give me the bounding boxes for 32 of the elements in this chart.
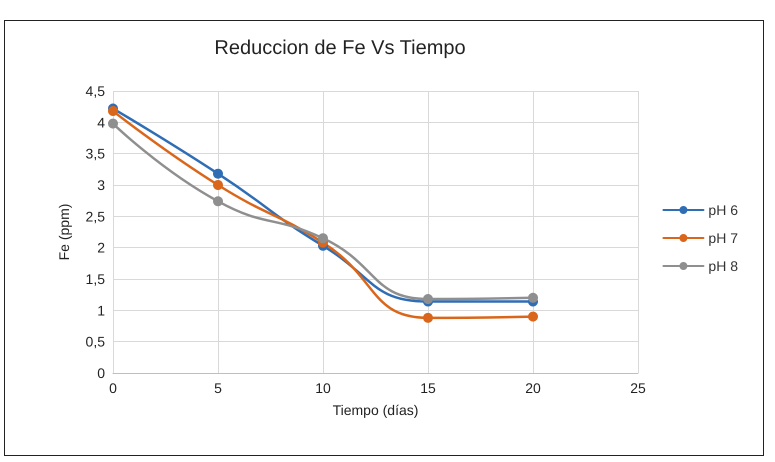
x-axis-title: Tiempo (días)	[332, 402, 418, 418]
y-tick-label: 3	[97, 177, 106, 193]
x-tick-label: 15	[420, 380, 436, 396]
point	[213, 196, 223, 206]
y-axis-title: Fe (ppm)	[56, 204, 72, 260]
legend-label: pH 6	[708, 202, 738, 218]
point	[108, 106, 118, 116]
y-tick-label: 1,5	[86, 271, 106, 287]
point	[423, 294, 433, 304]
point	[528, 292, 538, 303]
y-tick-label: 4	[97, 114, 106, 130]
point	[213, 180, 223, 190]
chart-title: Reduccion de Fe Vs Tiempo	[214, 37, 466, 59]
x-tick-label: 10	[315, 380, 331, 396]
y-tick-label: 2	[97, 240, 106, 256]
point	[213, 168, 223, 179]
y-tick-label: 4,5	[86, 83, 106, 99]
x-tick-label: 20	[525, 380, 541, 396]
x-tick-label: 0	[109, 380, 118, 396]
point	[108, 118, 118, 129]
y-tick-label: 0	[97, 365, 106, 381]
x-tick-label: 5	[214, 380, 222, 396]
legend-label: pH 7	[708, 230, 738, 246]
y-tick-label: 1	[97, 302, 106, 318]
y-tick-label: 3,5	[86, 146, 106, 162]
legend-label: pH 8	[708, 258, 738, 274]
point	[423, 312, 433, 323]
x-tick-label: 25	[630, 380, 646, 396]
y-tick-label: 0,5	[86, 334, 106, 350]
point	[318, 233, 328, 244]
y-tick-label: 2,5	[86, 208, 106, 224]
point	[528, 312, 538, 322]
